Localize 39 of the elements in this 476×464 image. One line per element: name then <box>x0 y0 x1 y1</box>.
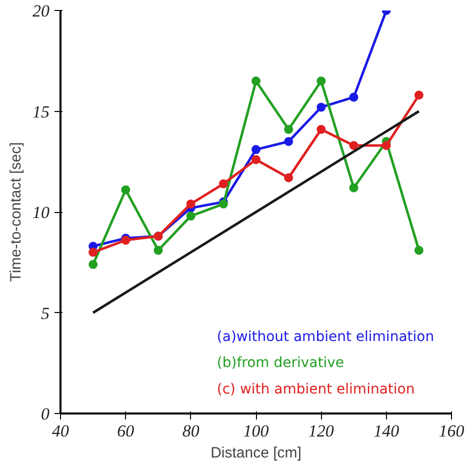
x-tick-label: 160 <box>438 422 465 440</box>
point <box>252 145 260 154</box>
point <box>88 260 98 269</box>
point <box>218 179 228 188</box>
y-tick-label: 20 <box>32 2 50 20</box>
point <box>349 141 358 150</box>
x-axis-title: Distance [cm] <box>210 444 302 462</box>
point <box>316 102 326 112</box>
point <box>284 173 294 182</box>
x-tick-label: 140 <box>374 422 400 440</box>
y-axis-title: Time-to-contact [sec] <box>8 142 24 282</box>
point <box>414 246 424 255</box>
y-tick-label: 0 <box>41 404 50 424</box>
x-tick-label: 120 <box>308 422 334 440</box>
y-tick-label: 5 <box>41 304 50 323</box>
y-tick-label: 10 <box>32 203 50 222</box>
point <box>382 141 391 150</box>
point <box>284 136 294 146</box>
point <box>154 246 163 255</box>
text: (c) with ambient elimination <box>216 381 415 398</box>
point <box>186 199 196 208</box>
x-tick-label: 40 <box>52 422 70 440</box>
point <box>414 90 424 100</box>
point <box>121 185 130 194</box>
text: (b)from derivative <box>216 355 344 372</box>
y-tick-label: 15 <box>32 102 50 122</box>
text: (a)without ambient elimination <box>216 328 434 345</box>
point <box>186 212 196 221</box>
point <box>316 76 326 86</box>
point <box>349 92 358 102</box>
point <box>252 76 260 86</box>
point <box>88 248 98 257</box>
x-tick-label: 100 <box>243 422 270 440</box>
point <box>284 124 294 134</box>
x-tick-label: 80 <box>182 422 200 440</box>
point <box>252 155 260 164</box>
point <box>349 183 358 192</box>
x-tick-label: 60 <box>117 422 135 440</box>
point <box>316 124 326 134</box>
